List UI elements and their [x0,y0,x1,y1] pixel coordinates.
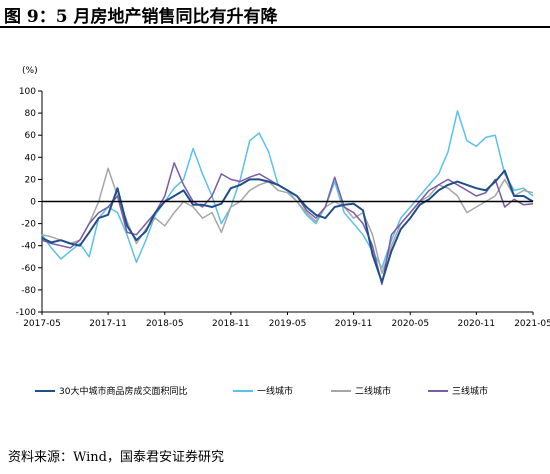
y-tick-label--100: -100 [16,308,37,318]
y-tick-label-0: 0 [30,198,36,208]
x-tick-label-2019-05: 2019-05 [269,319,307,329]
x-tick-label-2018-05: 2018-05 [146,319,184,329]
y-tick-label--60: -60 [21,264,36,274]
x-tick-label-2020-11: 2020-11 [458,319,496,329]
y-tick-label--40: -40 [21,242,36,252]
y-tick-label-40: 40 [25,153,37,163]
source-note: 资料来源：Wind，国泰君安证券研究 [8,450,224,465]
legend-label-3: 二线城市 [355,385,391,397]
series-line-1 [41,169,534,284]
series-line-4 [41,162,534,286]
x-tick-label-2021-05: 2021-05 [514,319,550,329]
y-tick-label-80: 80 [25,109,37,119]
y-tick-label-100: 100 [19,87,36,97]
y-tick-label-60: 60 [25,131,37,141]
legend-label-2: 一线城市 [257,385,293,397]
x-tick-label-2018-11: 2018-11 [212,319,250,329]
series-line-3 [41,167,534,275]
y-axis-unit-label: (%) [22,66,38,76]
x-tick-label-2017-11: 2017-11 [89,319,127,329]
y-tick-label-20: 20 [25,175,37,185]
page-title: 图 9：5 月房地产销售同比有升有降 [4,7,278,27]
legend-label-1: 30大中城市商品房成交面积同比 [59,385,187,397]
y-tick-label--20: -20 [21,220,36,230]
x-tick-label-2017-05: 2017-05 [23,319,61,329]
legend-label-4: 三线城市 [452,385,488,397]
title-bar: 图 9：5 月房地产销售同比有升有降 [0,0,550,28]
x-tick-label-2020-05: 2020-05 [391,319,429,329]
y-tick-label--80: -80 [21,286,36,296]
x-tick-label-2019-11: 2019-11 [335,319,373,329]
